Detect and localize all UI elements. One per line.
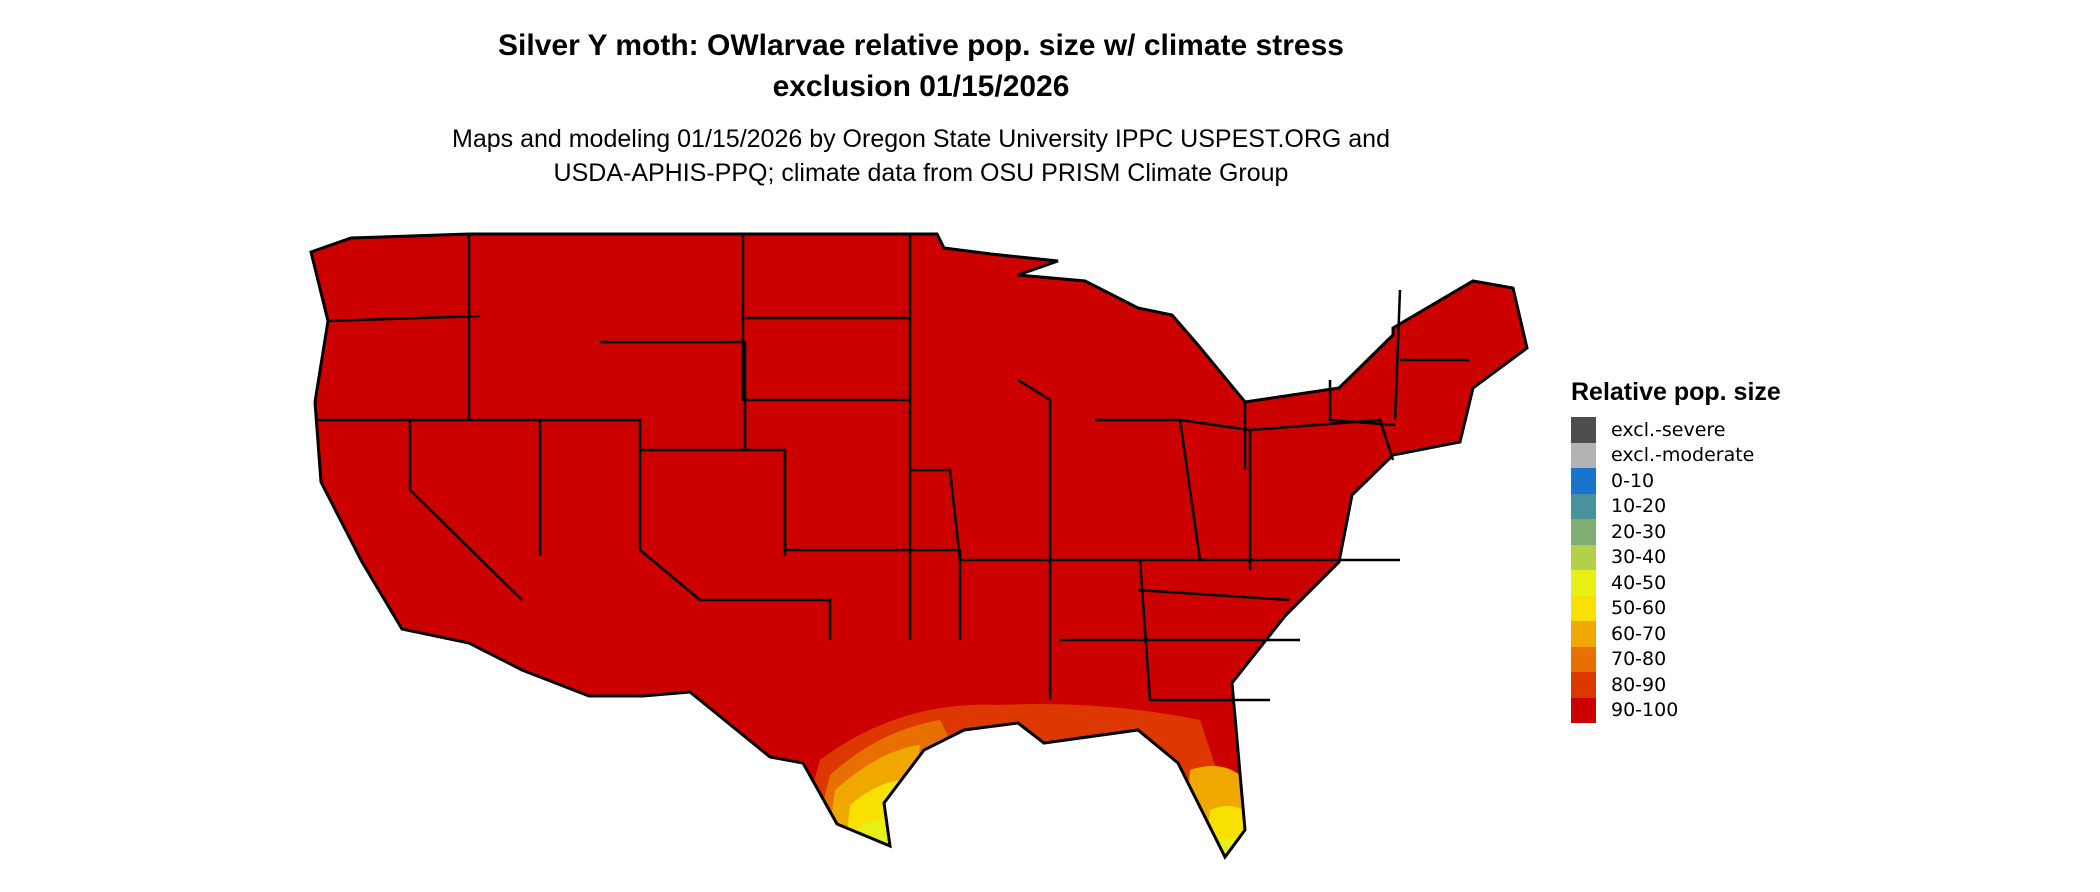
us-outline <box>309 232 1529 860</box>
legend-label: 40-50 <box>1611 571 1667 594</box>
region-50-60 <box>840 780 1260 857</box>
map-title-line1: Silver Y moth: OWlarvae relative pop. si… <box>498 29 1344 62</box>
legend-item: 0-10 <box>1571 468 1781 494</box>
legend-swatch <box>1571 646 1596 672</box>
legend-label: 80-90 <box>1611 673 1667 696</box>
region-40-50 <box>850 818 1255 857</box>
map-subtitle-line1: Maps and modeling 01/15/2026 by Oregon S… <box>452 125 1390 153</box>
map-subtitle-line2: USDA-APHIS-PPQ; climate data from OSU PR… <box>553 159 1289 187</box>
legend-item: 80-90 <box>1571 672 1781 698</box>
legend-item: 20-30 <box>1571 519 1781 545</box>
legend-item: 90-100 <box>1571 697 1781 723</box>
legend-title: Relative pop. size <box>1571 378 1781 406</box>
legend-label: 0-10 <box>1611 469 1655 492</box>
legend-label: 60-70 <box>1611 622 1667 645</box>
legend-label: excl.-severe <box>1611 418 1726 441</box>
legend-item: 60-70 <box>1571 621 1781 647</box>
legend-item: 40-50 <box>1571 570 1781 596</box>
legend-label: 70-80 <box>1611 648 1667 671</box>
legend-label: 30-40 <box>1611 546 1667 569</box>
state-borders <box>318 234 1470 702</box>
legend-item: 50-60 <box>1571 595 1781 621</box>
legend-swatch <box>1571 697 1596 723</box>
legend-item: 70-80 <box>1571 646 1781 672</box>
legend-item: 10-20 <box>1571 493 1781 519</box>
legend-item: excl.-severe <box>1571 417 1781 443</box>
legend-swatch <box>1571 468 1596 494</box>
legend-swatch <box>1571 493 1596 519</box>
legend-label: 20-30 <box>1611 520 1667 543</box>
map-title-line2: exclusion 01/15/2026 <box>772 70 1070 103</box>
legend-item: 30-40 <box>1571 544 1781 570</box>
legend-swatch <box>1571 519 1596 545</box>
legend-label: 50-60 <box>1611 597 1667 620</box>
legend-label: 90-100 <box>1611 699 1679 722</box>
legend-item: excl.-moderate <box>1571 442 1781 468</box>
legend-swatch <box>1571 595 1596 621</box>
legend-swatch <box>1571 442 1596 468</box>
legend-swatch <box>1571 672 1596 698</box>
legend-swatch <box>1571 621 1596 647</box>
legend-swatch <box>1571 570 1596 596</box>
legend-swatch <box>1571 417 1596 443</box>
region-90-100 <box>311 234 1527 857</box>
legend: Relative pop. size excl.-severe excl.-mod… <box>1571 378 1781 723</box>
legend-label: 10-20 <box>1611 495 1667 518</box>
legend-swatch <box>1571 544 1596 570</box>
legend-label: excl.-moderate <box>1611 444 1755 467</box>
